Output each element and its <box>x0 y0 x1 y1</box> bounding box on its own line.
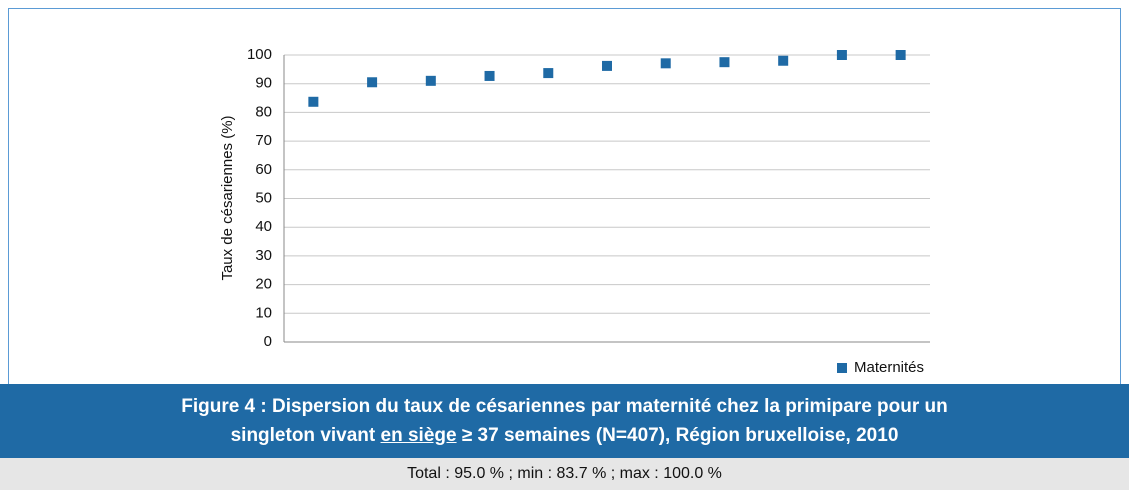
note: Total : 95.0 % ; min : 83.7 % ; max : 10… <box>0 458 1129 490</box>
y-axis-label: Taux de césariennes (%) <box>219 115 236 280</box>
caption-part: en siège <box>380 425 457 446</box>
point <box>602 60 612 71</box>
point <box>660 58 671 69</box>
y-tick-label: 60 <box>255 161 272 178</box>
caption-part: singleton vivant <box>230 425 381 446</box>
y-tick-label: 90 <box>255 75 272 92</box>
chart: Taux de césariennes (%) 0 10 20 30 40 50 60 70 8… <box>8 8 1121 384</box>
y-tick-label: 100 <box>247 46 272 63</box>
y-tick-label: 0 <box>264 333 272 350</box>
caption-line: singleton vivant en siège ≥ 37 semaines … <box>0 421 1129 450</box>
y-tick-label: 10 <box>255 304 272 321</box>
point <box>367 77 378 88</box>
figure-border <box>8 8 1121 384</box>
point <box>543 68 554 79</box>
y-tick-label: 70 <box>255 132 272 149</box>
y-tick-label: 30 <box>255 247 272 264</box>
caption-line: Figure 4 : Dispersion du taux de césarie… <box>181 396 948 417</box>
point <box>778 55 789 66</box>
legend-marker <box>837 363 847 373</box>
y-tick-label: 20 <box>255 276 272 293</box>
point <box>836 50 847 60</box>
y-tick-label: 40 <box>255 218 272 235</box>
point <box>895 50 906 60</box>
point <box>308 96 319 107</box>
y-tick-label: 80 <box>255 103 272 120</box>
point <box>425 75 436 86</box>
caption-part: ≥ 37 semaines (N=407), Région bruxellois… <box>456 425 899 446</box>
legend-label: Maternités <box>854 359 924 376</box>
caption: Figure 4 : Dispersion du taux de césarie… <box>0 384 1129 458</box>
point <box>719 57 730 68</box>
y-tick-label: 50 <box>255 189 272 206</box>
point <box>484 70 495 81</box>
